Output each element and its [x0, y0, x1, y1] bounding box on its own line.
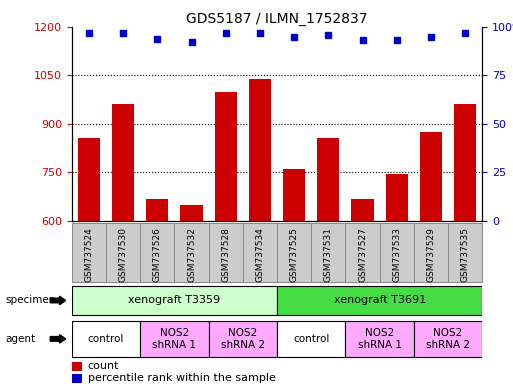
- Text: GSM737530: GSM737530: [119, 227, 128, 283]
- Title: GDS5187 / ILMN_1752837: GDS5187 / ILMN_1752837: [186, 12, 368, 26]
- Bar: [311, 223, 345, 282]
- Text: GSM737529: GSM737529: [426, 227, 436, 282]
- Text: NOS2
shRNA 1: NOS2 shRNA 1: [358, 328, 402, 350]
- Bar: [277, 321, 345, 357]
- Bar: [345, 223, 380, 282]
- Text: GSM737528: GSM737528: [221, 227, 230, 282]
- Bar: [140, 321, 209, 357]
- Bar: [140, 223, 174, 282]
- Bar: [72, 286, 277, 315]
- Bar: [345, 321, 414, 357]
- Bar: [146, 199, 168, 221]
- Bar: [283, 169, 305, 221]
- Text: GSM737535: GSM737535: [461, 227, 469, 283]
- Text: xenograft T3691: xenograft T3691: [333, 295, 426, 306]
- Text: GSM737524: GSM737524: [85, 227, 93, 282]
- Bar: [72, 374, 82, 383]
- Bar: [174, 223, 209, 282]
- Bar: [386, 174, 408, 221]
- Text: GSM737526: GSM737526: [153, 227, 162, 282]
- Bar: [209, 321, 277, 357]
- Bar: [214, 91, 237, 221]
- Bar: [277, 223, 311, 282]
- Bar: [454, 104, 476, 221]
- Bar: [414, 321, 482, 357]
- Bar: [112, 104, 134, 221]
- Text: percentile rank within the sample: percentile rank within the sample: [88, 373, 275, 383]
- Text: specimen: specimen: [5, 295, 55, 306]
- Text: agent: agent: [5, 334, 35, 344]
- Bar: [181, 205, 203, 221]
- Text: GSM737534: GSM737534: [255, 227, 264, 282]
- Text: GSM737531: GSM737531: [324, 227, 333, 283]
- Text: NOS2
shRNA 2: NOS2 shRNA 2: [426, 328, 470, 350]
- Bar: [72, 223, 106, 282]
- Bar: [243, 223, 277, 282]
- Bar: [420, 132, 442, 221]
- Bar: [448, 223, 482, 282]
- Bar: [351, 199, 373, 221]
- Text: xenograft T3359: xenograft T3359: [128, 295, 221, 306]
- Bar: [72, 321, 140, 357]
- Bar: [209, 223, 243, 282]
- Bar: [78, 138, 100, 221]
- Text: GSM737527: GSM737527: [358, 227, 367, 282]
- Text: control: control: [88, 334, 124, 344]
- Bar: [414, 223, 448, 282]
- Text: NOS2
shRNA 2: NOS2 shRNA 2: [221, 328, 265, 350]
- Bar: [380, 223, 414, 282]
- Bar: [72, 362, 82, 371]
- Text: GSM737525: GSM737525: [290, 227, 299, 282]
- Bar: [106, 223, 140, 282]
- Text: count: count: [88, 361, 119, 371]
- Text: GSM737533: GSM737533: [392, 227, 401, 283]
- Bar: [249, 79, 271, 221]
- Bar: [317, 138, 340, 221]
- Text: NOS2
shRNA 1: NOS2 shRNA 1: [152, 328, 196, 350]
- Text: GSM737532: GSM737532: [187, 227, 196, 282]
- Bar: [277, 286, 482, 315]
- Text: control: control: [293, 334, 329, 344]
